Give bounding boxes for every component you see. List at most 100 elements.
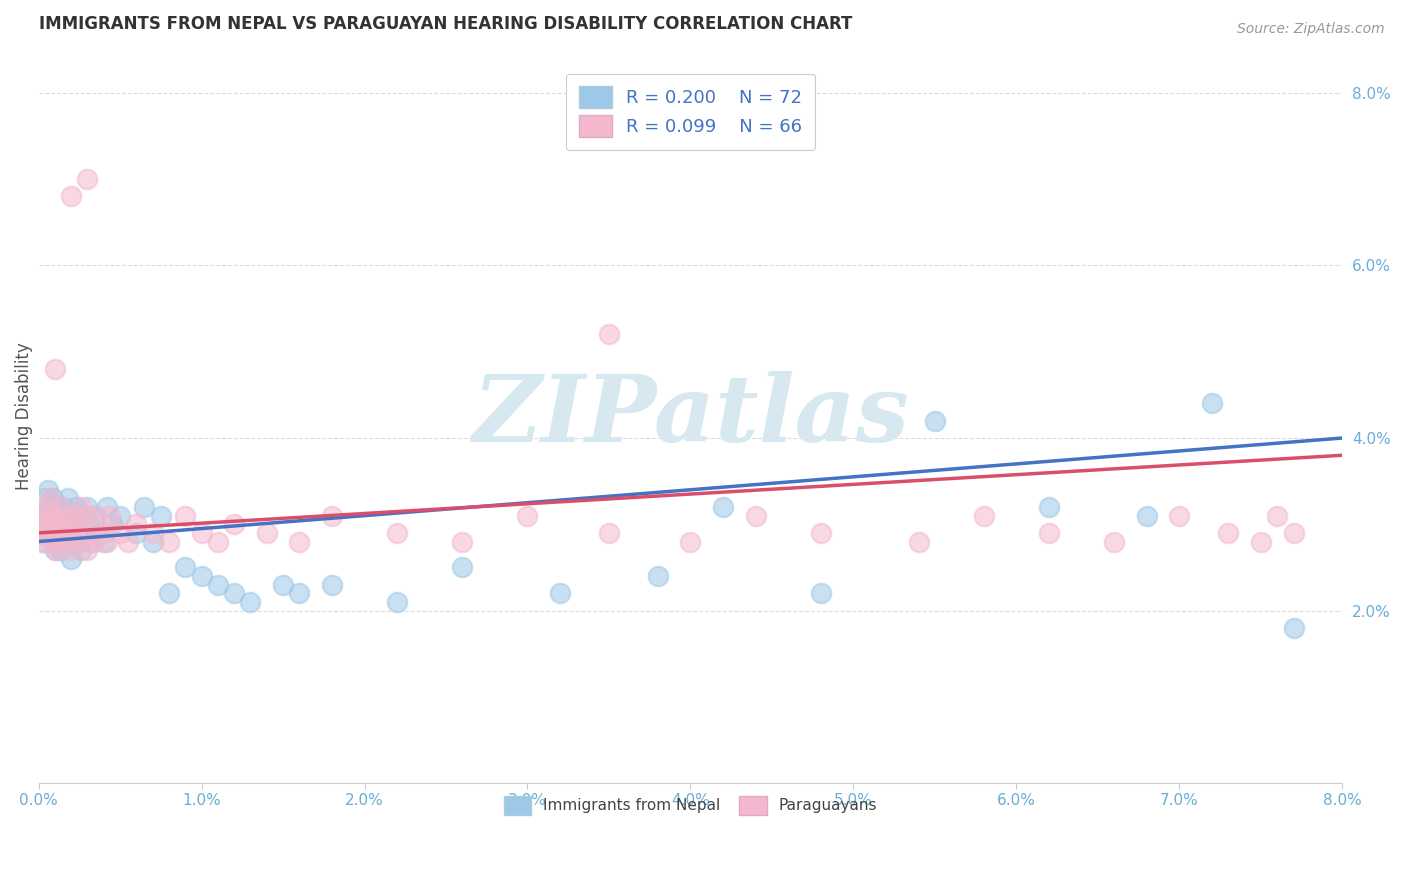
Point: [51, 543, 73, 558]
Point: [125, 525, 148, 540]
Point: [256, 525, 278, 540]
Point: [76, 543, 98, 558]
Point: [711, 500, 734, 514]
Point: [45, 500, 67, 514]
Point: [108, 508, 131, 523]
Point: [39, 508, 62, 523]
Point: [598, 525, 620, 540]
Point: [44, 508, 66, 523]
Point: [46, 517, 69, 532]
Point: [56, 534, 79, 549]
Point: [385, 595, 408, 609]
Point: [48, 508, 70, 523]
Point: [101, 517, 124, 532]
Point: [31, 508, 53, 523]
Point: [1168, 508, 1191, 523]
Point: [96, 500, 118, 514]
Point: [39, 508, 62, 523]
Point: [34, 491, 56, 506]
Point: [80, 525, 103, 540]
Point: [973, 508, 995, 523]
Point: [149, 508, 172, 523]
Point: [34, 517, 56, 532]
Point: [42, 491, 65, 506]
Point: [1038, 525, 1060, 540]
Point: [60, 189, 83, 203]
Point: [190, 525, 212, 540]
Point: [142, 534, 165, 549]
Point: [1218, 525, 1240, 540]
Point: [679, 534, 702, 549]
Point: [80, 534, 103, 549]
Point: [31, 508, 53, 523]
Point: [174, 508, 197, 523]
Point: [157, 586, 180, 600]
Point: [1282, 621, 1305, 635]
Point: [30, 525, 52, 540]
Point: [63, 534, 86, 549]
Point: [62, 508, 84, 523]
Point: [810, 586, 832, 600]
Point: [451, 560, 474, 574]
Point: [207, 577, 229, 591]
Point: [32, 534, 55, 549]
Point: [1282, 525, 1305, 540]
Point: [32, 534, 55, 549]
Point: [77, 517, 100, 532]
Point: [321, 577, 343, 591]
Point: [288, 586, 311, 600]
Y-axis label: Hearing Disability: Hearing Disability: [15, 343, 32, 491]
Point: [598, 327, 620, 342]
Point: [56, 491, 79, 506]
Text: ZIPatlas: ZIPatlas: [472, 371, 910, 461]
Point: [451, 534, 474, 549]
Point: [157, 534, 180, 549]
Point: [66, 534, 89, 549]
Legend: Immigrants from Nepal, Paraguayans: Immigrants from Nepal, Paraguayans: [492, 784, 890, 827]
Point: [134, 500, 156, 514]
Point: [117, 534, 139, 549]
Point: [44, 362, 66, 376]
Point: [1102, 534, 1125, 549]
Point: [288, 534, 311, 549]
Point: [44, 525, 66, 540]
Text: IMMIGRANTS FROM NEPAL VS PARAGUAYAN HEARING DISABILITY CORRELATION CHART: IMMIGRANTS FROM NEPAL VS PARAGUAYAN HEAR…: [38, 15, 852, 33]
Point: [224, 586, 246, 600]
Point: [63, 525, 86, 540]
Point: [53, 525, 76, 540]
Point: [907, 534, 929, 549]
Point: [744, 508, 766, 523]
Text: Source: ZipAtlas.com: Source: ZipAtlas.com: [1237, 22, 1385, 37]
Point: [53, 508, 76, 523]
Point: [66, 525, 89, 540]
Point: [41, 534, 63, 549]
Point: [46, 534, 69, 549]
Point: [76, 508, 98, 523]
Point: [125, 517, 148, 532]
Point: [35, 500, 58, 514]
Point: [44, 543, 66, 558]
Point: [35, 517, 58, 532]
Point: [76, 525, 98, 540]
Point: [41, 500, 63, 514]
Point: [37, 525, 59, 540]
Point: [93, 525, 115, 540]
Point: [52, 500, 75, 514]
Point: [385, 525, 408, 540]
Point: [70, 543, 93, 558]
Point: [1201, 396, 1223, 410]
Point: [60, 551, 83, 566]
Point: [516, 508, 538, 523]
Point: [55, 517, 77, 532]
Point: [39, 525, 62, 540]
Point: [70, 500, 93, 514]
Point: [67, 508, 90, 523]
Point: [42, 534, 65, 549]
Point: [44, 508, 66, 523]
Point: [224, 517, 246, 532]
Point: [1250, 534, 1272, 549]
Point: [1136, 508, 1159, 523]
Point: [37, 483, 59, 497]
Point: [548, 586, 571, 600]
Point: [1265, 508, 1288, 523]
